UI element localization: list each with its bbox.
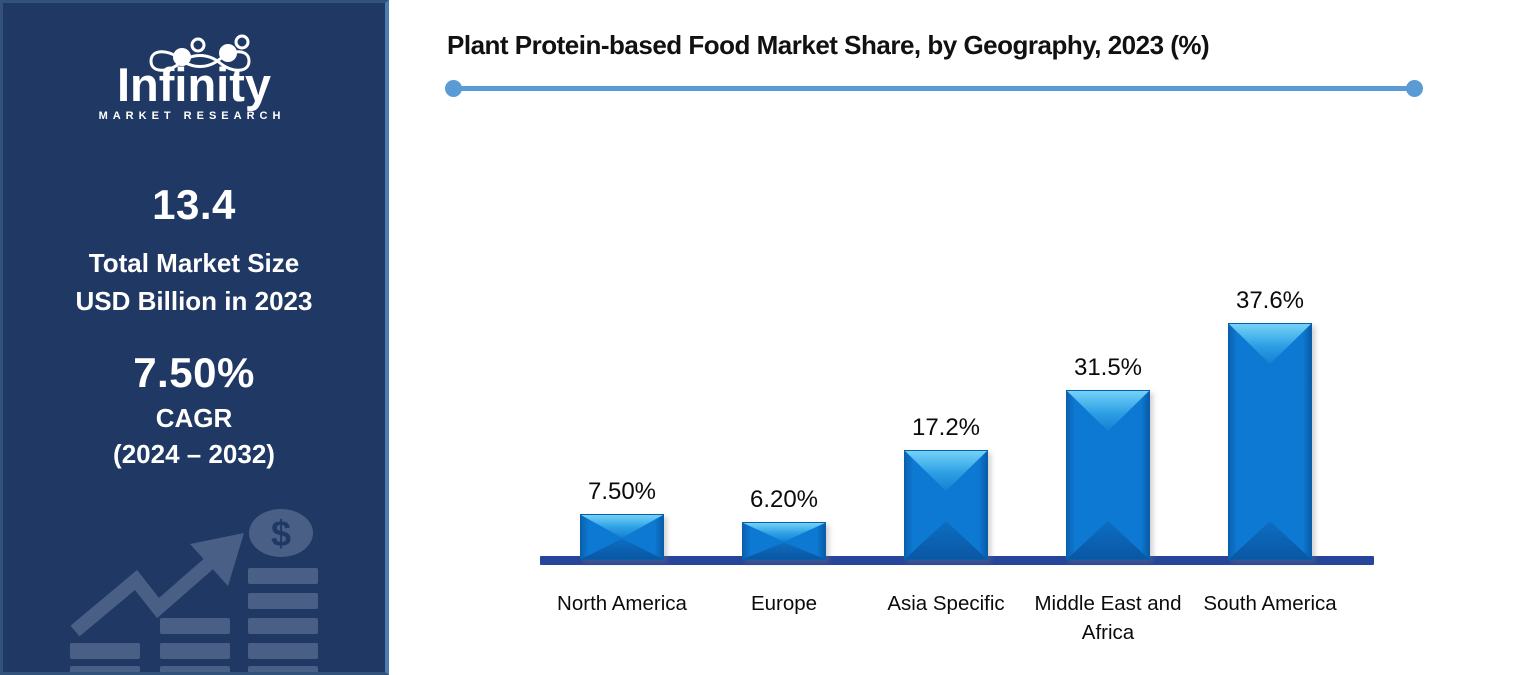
bar [742,522,826,560]
bar-value-label: 6.20% [749,486,819,513]
bar-category-label: Middle East and Africa [1034,592,1182,644]
cagr-label: CAGR [155,403,233,433]
bar-value-label: 7.50% [587,478,657,505]
brand-subtitle: MARKET RESEARCH [99,110,286,122]
divider-dot-left-icon [445,80,462,97]
sidebar: Infinity MARKET RESEARCH 13.4 Total Mark… [0,0,389,675]
bar-value-label: 17.2% [911,414,981,441]
growth-chart-icon: $ [70,509,318,672]
divider-dot-right-icon [1406,80,1423,97]
brand-logo: Infinity MARKET RESEARCH [3,25,385,125]
bar [1228,323,1312,560]
bar-category-label: Europe [750,592,818,615]
title-divider [445,80,1423,97]
market-size-label-line1: Total Market Size [88,248,300,278]
bar-category-label: Asia Specific [887,592,1005,615]
bar-category-label: North America [557,592,687,615]
bar-value-label: 37.6% [1235,287,1305,314]
bar [1066,390,1150,560]
bar-value-label: 31.5% [1073,354,1143,381]
infinity-logo-icon: Infinity MARKET RESEARCH [99,34,286,122]
arrow-up-icon [190,533,244,586]
bar-category-label: South America [1203,592,1337,615]
market-size-value: 13.4 [152,181,236,228]
brand-word: Infinity [117,58,271,111]
x-axis-line [540,556,1374,565]
bar [580,514,664,560]
cagr-period: (2024 – 2032) [113,439,275,469]
chart-title: Plant Protein-based Food Market Share, b… [447,30,1210,60]
dollar-sign-glyph: $ [271,513,291,554]
market-size-label-line2: USD Billion in 2023 [75,286,313,316]
bar [904,450,988,560]
dollar-coin-icon [249,509,313,557]
cagr-value: 7.50% [133,349,255,396]
